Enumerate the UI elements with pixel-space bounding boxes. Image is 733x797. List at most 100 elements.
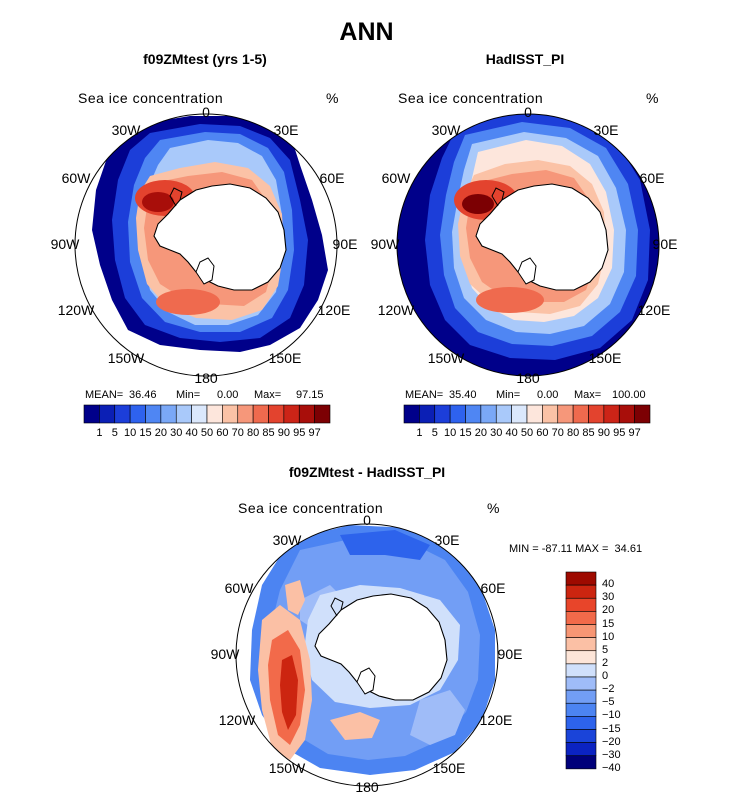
obs-colorbar-tick: 60 bbox=[536, 427, 549, 439]
diff-lon-30e: 30E bbox=[434, 532, 460, 548]
obs-colorbar-tick: 80 bbox=[567, 427, 580, 439]
obs-max-label: Max= bbox=[574, 389, 602, 401]
model-colorbar-tick: 60 bbox=[216, 427, 229, 439]
model-colorbar-tick: 97 bbox=[308, 427, 321, 439]
obs-lon-30w: 30W bbox=[431, 122, 461, 138]
diff-colorbar-swatch bbox=[565, 755, 597, 770]
diff-colorbar-tick: −40 bbox=[602, 761, 621, 774]
diff-colorbar-tick: −10 bbox=[602, 709, 621, 722]
diff-colorbar-tick: 15 bbox=[602, 617, 615, 630]
diff-units-label: % bbox=[487, 500, 500, 516]
model-units-label: % bbox=[326, 90, 339, 106]
diff-lon-120e: 120E bbox=[479, 712, 513, 728]
obs-colorbar-tick: 85 bbox=[582, 427, 595, 439]
diff-lon-0: 0 bbox=[363, 512, 371, 528]
obs-min-label: Min= bbox=[496, 389, 521, 401]
diff-colorbar-swatch bbox=[565, 611, 597, 625]
diff-colorbar-swatch bbox=[565, 742, 597, 757]
model-colorbar-tick: 85 bbox=[262, 427, 275, 439]
obs-lon-180: 180 bbox=[516, 370, 540, 386]
figure-title: ANN bbox=[339, 18, 394, 46]
model-lon-90e: 90E bbox=[332, 236, 358, 252]
diff-lon-90w: 90W bbox=[210, 646, 240, 662]
obs-colorbar-tick: 70 bbox=[551, 427, 564, 439]
model-lon-30e: 30E bbox=[273, 122, 299, 138]
obs-colorbar-tick: 1 bbox=[416, 427, 423, 439]
obs-lon-0: 0 bbox=[524, 104, 532, 120]
model-variable-label: Sea ice concentration bbox=[78, 90, 224, 106]
model-max-label: Max= bbox=[254, 389, 282, 401]
obs-colorbar-tick: 5 bbox=[431, 427, 438, 439]
diff-colorbar-tick: 0 bbox=[602, 670, 609, 682]
model-antarctica bbox=[153, 183, 287, 291]
diff-variable-label: Sea ice concentration bbox=[238, 500, 384, 516]
diff-colorbar-swatch bbox=[565, 624, 597, 638]
diff-lon-150e: 150E bbox=[432, 760, 466, 776]
model-lon-30w: 30W bbox=[111, 122, 141, 138]
model-colorbar-tick: 80 bbox=[247, 427, 260, 439]
obs-panel-title: HadISST_PI bbox=[485, 51, 565, 67]
model-lon-150e: 150E bbox=[268, 350, 302, 366]
model-lon-150w: 150W bbox=[107, 350, 145, 366]
diff-antarctica bbox=[314, 593, 448, 701]
model-lon-120w: 120W bbox=[57, 302, 95, 318]
model-mean-value: 36.46 bbox=[129, 389, 157, 401]
model-colorbar-tick: 70 bbox=[231, 427, 244, 439]
diff-panel-title: f09ZMtest - HadISST_PI bbox=[288, 464, 446, 480]
diff-colorbar-swatch bbox=[565, 571, 597, 586]
diff-lon-60w: 60W bbox=[224, 580, 254, 596]
diff-colorbar-swatch bbox=[565, 650, 597, 665]
model-max-value: 97.15 bbox=[296, 389, 324, 401]
obs-max-value: 100.00 bbox=[612, 389, 646, 401]
obs-mean-label: MEAN= bbox=[405, 389, 444, 401]
diff-lon-180: 180 bbox=[355, 779, 379, 795]
diff-colorbar-tick: −20 bbox=[602, 735, 621, 748]
model-min-label: Min= bbox=[176, 389, 201, 401]
obs-colorbar bbox=[403, 404, 651, 424]
diff-colorbar-tick: −30 bbox=[602, 748, 621, 761]
diff-colorbar-tick: 2 bbox=[602, 656, 609, 669]
obs-lon-120w: 120W bbox=[377, 302, 415, 318]
diff-colorbar-swatch bbox=[565, 702, 597, 717]
obs-lon-90w: 90W bbox=[370, 236, 400, 252]
diff-colorbar-swatch bbox=[565, 716, 597, 730]
diff-colorbar-swatch bbox=[565, 663, 597, 678]
obs-lon-30e: 30E bbox=[593, 122, 619, 138]
model-lon-60w: 60W bbox=[61, 170, 91, 186]
diff-colorbar-tick: 5 bbox=[602, 643, 609, 656]
diff-colorbar-tick: −2 bbox=[602, 683, 615, 696]
diff-colorbar-tick: −15 bbox=[602, 722, 621, 735]
obs-lon-90e: 90E bbox=[652, 236, 678, 252]
model-lon-60e: 60E bbox=[319, 170, 345, 186]
diff-lon-150w: 150W bbox=[268, 760, 306, 776]
obs-colorbar-tick: 50 bbox=[520, 427, 534, 439]
obs-colorbar-tick: 40 bbox=[505, 427, 518, 439]
diff-stats: MIN = -87.11 MAX = 34.61 bbox=[509, 543, 643, 555]
diff-lon-90e: 90E bbox=[497, 646, 523, 662]
obs-colorbar-tick: 20 bbox=[474, 427, 487, 439]
obs-colorbar-tick: 30 bbox=[490, 427, 503, 439]
diff-colorbar-swatch bbox=[565, 637, 597, 652]
obs-lon-60e: 60E bbox=[639, 170, 665, 186]
model-colorbar-tick: 40 bbox=[185, 427, 198, 439]
model-colorbar-tick: 30 bbox=[170, 427, 183, 439]
obs-lon-150w: 150W bbox=[427, 350, 465, 366]
diff-colorbar-tick: 20 bbox=[602, 604, 615, 617]
model-colorbar-tick: 95 bbox=[293, 427, 306, 439]
obs-colorbar-tick: 95 bbox=[613, 427, 626, 439]
model-lon-180: 180 bbox=[194, 370, 218, 386]
model-colorbar-swatch bbox=[314, 404, 331, 424]
diff-colorbar-swatch bbox=[565, 689, 597, 704]
diff-lon-120w: 120W bbox=[218, 712, 256, 728]
obs-colorbar-tick: 15 bbox=[459, 427, 472, 439]
diff-lon-30w: 30W bbox=[272, 532, 302, 548]
model-colorbar-tick: 10 bbox=[124, 427, 137, 439]
obs-min-value: 0.00 bbox=[537, 389, 559, 401]
model-lon-120e: 120E bbox=[317, 302, 351, 318]
model-colorbar-tick: 5 bbox=[111, 427, 118, 439]
obs-units-label: % bbox=[646, 90, 659, 106]
diff-colorbar-swatch bbox=[565, 729, 597, 743]
diff-colorbar-tick: −5 bbox=[602, 696, 615, 709]
diff-colorbar-tick: 10 bbox=[602, 630, 615, 643]
